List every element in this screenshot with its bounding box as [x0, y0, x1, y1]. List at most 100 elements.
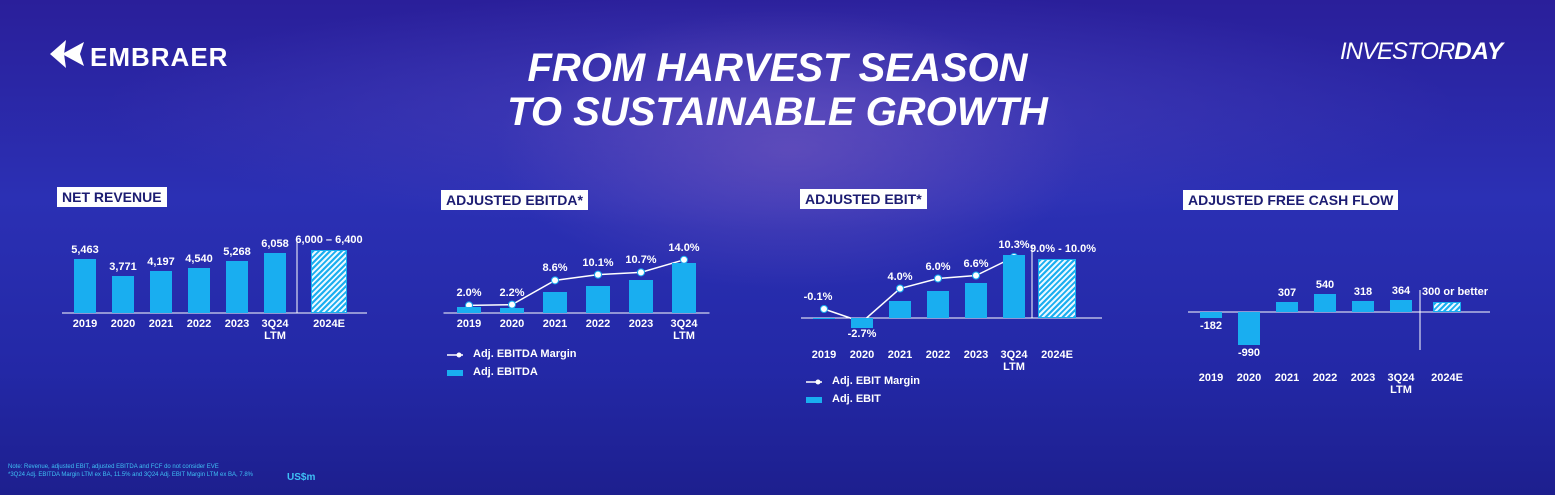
value-label: 318 — [1353, 286, 1373, 299]
x-tick-label: 2021 — [887, 349, 913, 361]
x-tick-label: 3Q24 LTM — [670, 318, 698, 342]
guidance-bar — [1433, 302, 1461, 312]
value-label: 6,058 — [261, 238, 289, 250]
x-tick-label: 3Q24 LTM — [1000, 349, 1028, 373]
margin-point — [896, 284, 904, 293]
bar — [1352, 301, 1374, 312]
x-tick-label: 2023 — [1350, 372, 1376, 384]
value-label: 364 — [1391, 284, 1411, 297]
legend-label: Adj. EBITDA — [473, 366, 538, 378]
bar — [1238, 312, 1260, 345]
value-label: 4,540 — [185, 253, 213, 266]
bar — [1200, 312, 1222, 319]
chart-title: ADJUSTED FREE CASH FLOW — [1183, 190, 1399, 210]
value-label: 2.0% — [456, 287, 482, 300]
legend-swatch — [447, 370, 463, 376]
value-label: 8.6% — [542, 262, 568, 275]
legend-label: Adj. EBIT Margin — [832, 375, 920, 387]
bar — [543, 291, 567, 313]
bar — [74, 258, 96, 313]
x-tick-label: 2023 — [963, 349, 989, 361]
value-label: -2.7% — [847, 328, 877, 340]
value-label: 2.2% — [499, 286, 525, 299]
value-label: 4.0% — [887, 270, 913, 283]
margin-point — [820, 305, 828, 313]
value-label: 5,463 — [71, 243, 99, 256]
bar — [150, 271, 172, 313]
value-label: 540 — [1315, 279, 1335, 291]
margin-point — [934, 274, 942, 283]
x-tick-label: 2020 — [849, 349, 875, 361]
x-tick-label: 2021 — [1274, 372, 1300, 384]
bar — [457, 306, 481, 313]
value-label: 6.6% — [963, 257, 989, 270]
value-label: 10.1% — [582, 256, 614, 269]
legend-label: Adj. EBIT — [832, 393, 881, 405]
x-tick-label: 3Q24 LTM — [1387, 372, 1415, 396]
value-label: -990 — [1237, 347, 1261, 359]
chart-title: ADJUSTED EBIT* — [800, 189, 927, 209]
x-tick-label: 2019 — [1198, 372, 1224, 384]
margin-point — [972, 271, 980, 280]
x-tick-label: 2020 — [110, 318, 136, 330]
x-tick-label: 2021 — [148, 318, 174, 330]
x-tick-label: 2022 — [585, 318, 611, 330]
x-tick-label: 2021 — [542, 318, 568, 330]
footnote: *3Q24 Adj. EBITDA Margin LTM ex BA, 11.5… — [8, 472, 254, 478]
x-tick-label: 2020 — [499, 318, 525, 330]
x-tick-label: 2023 — [628, 318, 654, 330]
bar — [1003, 255, 1025, 318]
value-label: 307 — [1277, 286, 1297, 299]
logo-mark — [50, 40, 84, 68]
footnotes: Note: Revenue, adjusted EBIT, adjusted E… — [8, 463, 253, 479]
headline: FROM HARVEST SEASON TO SUSTAINABLE GROWT… — [0, 46, 1555, 134]
guidance-label: 6,000 – 6,400 — [295, 233, 363, 246]
x-tick-label: 2024E — [313, 318, 345, 330]
value-label: 14.0% — [668, 241, 700, 254]
x-tick-label: 2023 — [224, 318, 250, 330]
x-tick-label: 2019 — [811, 349, 837, 361]
event-logo-a: INVESTOR — [1340, 38, 1455, 65]
bar — [629, 279, 653, 313]
value-label: 10.3% — [998, 239, 1030, 251]
value-label: 10.7% — [625, 254, 657, 267]
bar — [500, 308, 524, 313]
bar — [965, 282, 987, 318]
margin-point — [508, 300, 516, 309]
margin-point — [551, 276, 559, 285]
logo: EMBRAER — [90, 42, 229, 72]
x-tick-label: 2019 — [72, 318, 98, 330]
x-tick-label: 2024E — [1431, 372, 1463, 384]
x-tick-label: 2019 — [456, 318, 482, 330]
bar — [1314, 294, 1336, 312]
bar — [188, 268, 210, 313]
value-label: 4,197 — [147, 256, 175, 269]
value-label: 6.0% — [925, 260, 951, 273]
margin-line — [468, 259, 685, 307]
chart-title: ADJUSTED EBITDA* — [441, 190, 588, 210]
bar — [889, 301, 911, 318]
bar — [851, 318, 873, 329]
chart-title: NET REVENUE — [57, 187, 167, 207]
x-tick-label: 2020 — [1236, 372, 1262, 384]
bar — [226, 260, 248, 313]
headline-line: FROM HARVEST SEASON — [527, 46, 1028, 90]
guidance-label: 9.0% - 10.0% — [1029, 242, 1097, 255]
x-tick-label: 2022 — [186, 318, 212, 330]
value-label: 3,771 — [109, 260, 137, 273]
guidance-bar — [1038, 258, 1076, 318]
legend-dot — [815, 379, 821, 385]
x-tick-label: 3Q24 LTM — [261, 318, 289, 342]
legend-swatch — [806, 397, 822, 403]
margin-point — [594, 270, 602, 279]
footnote: Note: Revenue, adjusted EBIT, adjusted E… — [8, 464, 219, 470]
margin-point — [637, 268, 645, 277]
unit: US$m — [287, 472, 316, 483]
x-tick-label: 2024E — [1041, 349, 1073, 361]
bar — [927, 290, 949, 318]
value-label: 5,268 — [223, 245, 251, 258]
bar — [1390, 299, 1412, 312]
bar — [586, 285, 610, 313]
legend-dot — [456, 352, 462, 358]
